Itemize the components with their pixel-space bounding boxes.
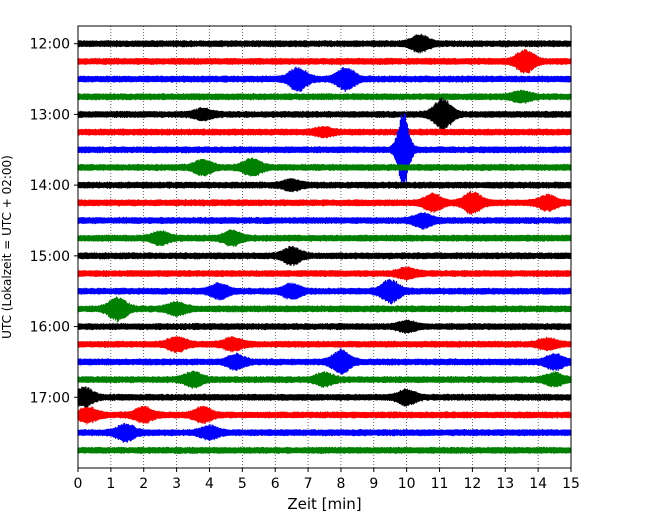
trace-1715 xyxy=(77,405,572,425)
trace-1430 xyxy=(77,211,572,230)
trace-1200 xyxy=(77,33,572,54)
y-tick-label-1400: 14:00 xyxy=(30,178,70,194)
trace-1215 xyxy=(77,49,572,74)
y-tick-label-1700: 17:00 xyxy=(30,390,70,406)
trace-1700 xyxy=(77,386,572,409)
trace-1300 xyxy=(77,97,572,131)
y-tick-label-1200: 12:00 xyxy=(30,37,70,53)
y-tick-label-1300: 13:00 xyxy=(30,107,70,123)
x-axis-ticks: 0 1 2 3 4 5 6 7 8 9 10 11 12 13 14 15 xyxy=(74,468,580,492)
trace-1500 xyxy=(77,245,572,267)
x-tick-label-11: 11 xyxy=(431,476,449,492)
x-tick-label-15: 15 xyxy=(562,476,580,492)
trace-1630 xyxy=(77,348,572,375)
x-tick-label-8: 8 xyxy=(336,476,345,492)
y-axis-ticks: 12:00 13:00 14:00 15:00 16:00 17:00 xyxy=(30,37,78,406)
trace-lines xyxy=(77,33,572,455)
trace-1415 xyxy=(77,190,572,215)
trace-1615 xyxy=(77,336,572,353)
trace-1515 xyxy=(77,266,572,281)
trace-1345 xyxy=(77,157,572,177)
trace-1315 xyxy=(77,125,572,139)
x-tick-label-0: 0 xyxy=(74,476,83,492)
x-tick-label-10: 10 xyxy=(398,476,416,492)
trace-1245 xyxy=(77,89,572,104)
trace-1730 xyxy=(77,422,572,443)
x-tick-label-13: 13 xyxy=(496,476,514,492)
trace-1445 xyxy=(77,229,572,247)
y-tick-label-1600: 16:00 xyxy=(30,320,70,336)
plot-frame xyxy=(77,25,572,469)
y-tick-label-1500: 15:00 xyxy=(30,249,70,265)
x-tick-label-4: 4 xyxy=(205,476,214,492)
grid-lines xyxy=(110,26,539,468)
x-tick-label-3: 3 xyxy=(172,476,181,492)
y-axis-label: UTC (Lokalzeit = UTC + 02:00) xyxy=(0,155,14,339)
x-tick-label-6: 6 xyxy=(271,476,280,492)
x-axis-label: Zeit [min] xyxy=(287,495,361,513)
trace-1400 xyxy=(77,178,572,193)
x-tick-label-2: 2 xyxy=(139,476,148,492)
x-tick-label-12: 12 xyxy=(463,476,481,492)
x-tick-label-14: 14 xyxy=(529,476,547,492)
trace-1645 xyxy=(77,370,572,389)
trace-1745 xyxy=(77,446,572,455)
x-tick-label-1: 1 xyxy=(106,476,115,492)
x-tick-label-7: 7 xyxy=(304,476,313,492)
trace-1545 xyxy=(77,296,572,323)
trace-1530 xyxy=(77,278,572,305)
trace-1230 xyxy=(77,66,572,93)
trace-1600 xyxy=(77,319,572,334)
x-tick-label-5: 5 xyxy=(238,476,247,492)
x-tick-label-9: 9 xyxy=(369,476,378,492)
trace-1330 xyxy=(77,113,572,188)
